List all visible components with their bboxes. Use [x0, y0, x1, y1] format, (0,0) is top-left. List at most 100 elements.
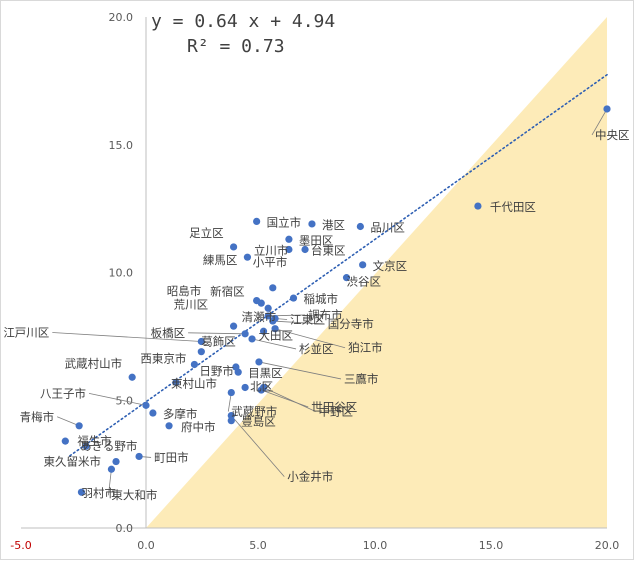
leader-line [272, 320, 325, 325]
point-label: 荒川区 [174, 297, 209, 311]
data-point [271, 325, 279, 333]
point-label: 国分寺市 [328, 317, 374, 331]
point-label: 昭島市 [167, 284, 202, 298]
x-tick-label: -5.0 [10, 539, 31, 552]
data-point [227, 388, 235, 397]
point-label: 練馬区 [203, 253, 238, 267]
data-point [107, 465, 116, 473]
trendline-equation: y = 0.64 x + 4.94 [151, 11, 335, 32]
data-point [172, 378, 180, 386]
point-label: 町田市 [154, 450, 189, 464]
point-label: 江戸川区 [3, 325, 49, 339]
leader-lines [52, 108, 608, 496]
point-label: 西東京市 [140, 351, 186, 365]
point-label: 品川区 [370, 221, 405, 235]
y-tick-labels: 0.05.010.015.020.0 [109, 11, 134, 535]
point-label: 墨田区 [299, 233, 334, 247]
data-point [301, 245, 309, 254]
data-point [342, 274, 351, 282]
point-label: 福生市 [77, 434, 112, 448]
data-point [112, 457, 120, 466]
x-tick-label: 10.0 [363, 539, 388, 552]
trendline [69, 73, 608, 457]
data-point [197, 337, 205, 346]
leader-line [108, 469, 112, 496]
data-point [234, 368, 242, 376]
leader-line [230, 415, 285, 477]
point-label: 台東区 [311, 244, 346, 258]
point-label: 羽村市 [81, 486, 116, 500]
leader-line [251, 338, 297, 350]
data-point [165, 422, 173, 430]
point-label: 江東区 [290, 312, 325, 326]
data-point [77, 488, 86, 496]
data-point [603, 105, 611, 113]
data-point [227, 417, 235, 425]
data-point [75, 422, 83, 430]
point-label: 調布市 [308, 308, 343, 322]
point-label: 北区 [250, 379, 273, 393]
point-label: 葛飾区 [201, 335, 236, 349]
point-label: 足立区 [189, 226, 224, 240]
data-point [128, 373, 136, 381]
point-label: 東大和市 [111, 488, 157, 502]
leader-line [274, 328, 346, 349]
x-tick-label: 20.0 [595, 539, 620, 552]
point-label: 港区 [322, 218, 345, 232]
point-label: 日野市 [199, 364, 234, 378]
data-point [190, 360, 199, 369]
leader-line [591, 108, 608, 136]
data-point [255, 358, 263, 366]
point-label: 渋谷区 [347, 275, 382, 289]
data-point [248, 335, 256, 343]
data-point [285, 235, 293, 243]
data-point [241, 330, 249, 338]
data-points [61, 105, 611, 496]
trendline-r-squared: R² = 0.73 [187, 36, 285, 57]
leader-line [258, 361, 342, 380]
leader-line [188, 332, 246, 335]
point-label: 多摩市 [163, 407, 198, 421]
data-point [82, 442, 90, 450]
data-point [269, 317, 277, 325]
leader-line [88, 392, 147, 406]
point-label: 杉並区 [299, 342, 334, 356]
data-point [229, 243, 238, 251]
y-tick-label: 15.0 [109, 139, 134, 152]
data-point [269, 284, 277, 292]
x-tick-labels: -5.0 0.0 5.0 10.0 15.0 20.0 [10, 539, 619, 552]
data-point [474, 202, 482, 210]
data-point [135, 452, 143, 461]
point-label: 三鷹市 [344, 372, 379, 386]
data-point [149, 409, 157, 417]
leader-line [57, 416, 80, 427]
point-label: 豊島区 [241, 415, 276, 429]
data-point [253, 217, 261, 225]
data-point [61, 437, 69, 445]
data-point [257, 299, 265, 307]
point-label: 稲城市 [304, 292, 339, 306]
point-label: 武蔵野市 [231, 405, 277, 419]
y-tick-label: 0.0 [116, 522, 134, 535]
point-label: 大田区 [259, 328, 294, 342]
point-label: 狛江市 [348, 341, 383, 355]
point-label: 世田谷区 [311, 400, 357, 414]
data-point [264, 304, 272, 312]
x-tick-label: 0.0 [137, 539, 155, 552]
data-point [359, 261, 367, 269]
data-point [259, 383, 268, 392]
point-label: あきる野市 [80, 439, 137, 453]
point-label: 東村山市 [171, 376, 217, 390]
data-point [142, 401, 150, 409]
point-label: 小金井市 [287, 470, 333, 484]
x-tick-label: 5.0 [249, 539, 267, 552]
point-label: 中野区 [319, 404, 354, 418]
point-label: 青梅市 [20, 410, 55, 424]
data-point [229, 322, 238, 330]
point-label: 八王子市 [40, 386, 86, 400]
data-point [289, 294, 298, 302]
data-point [227, 411, 235, 420]
leader-line [263, 387, 316, 412]
data-point [243, 253, 252, 261]
